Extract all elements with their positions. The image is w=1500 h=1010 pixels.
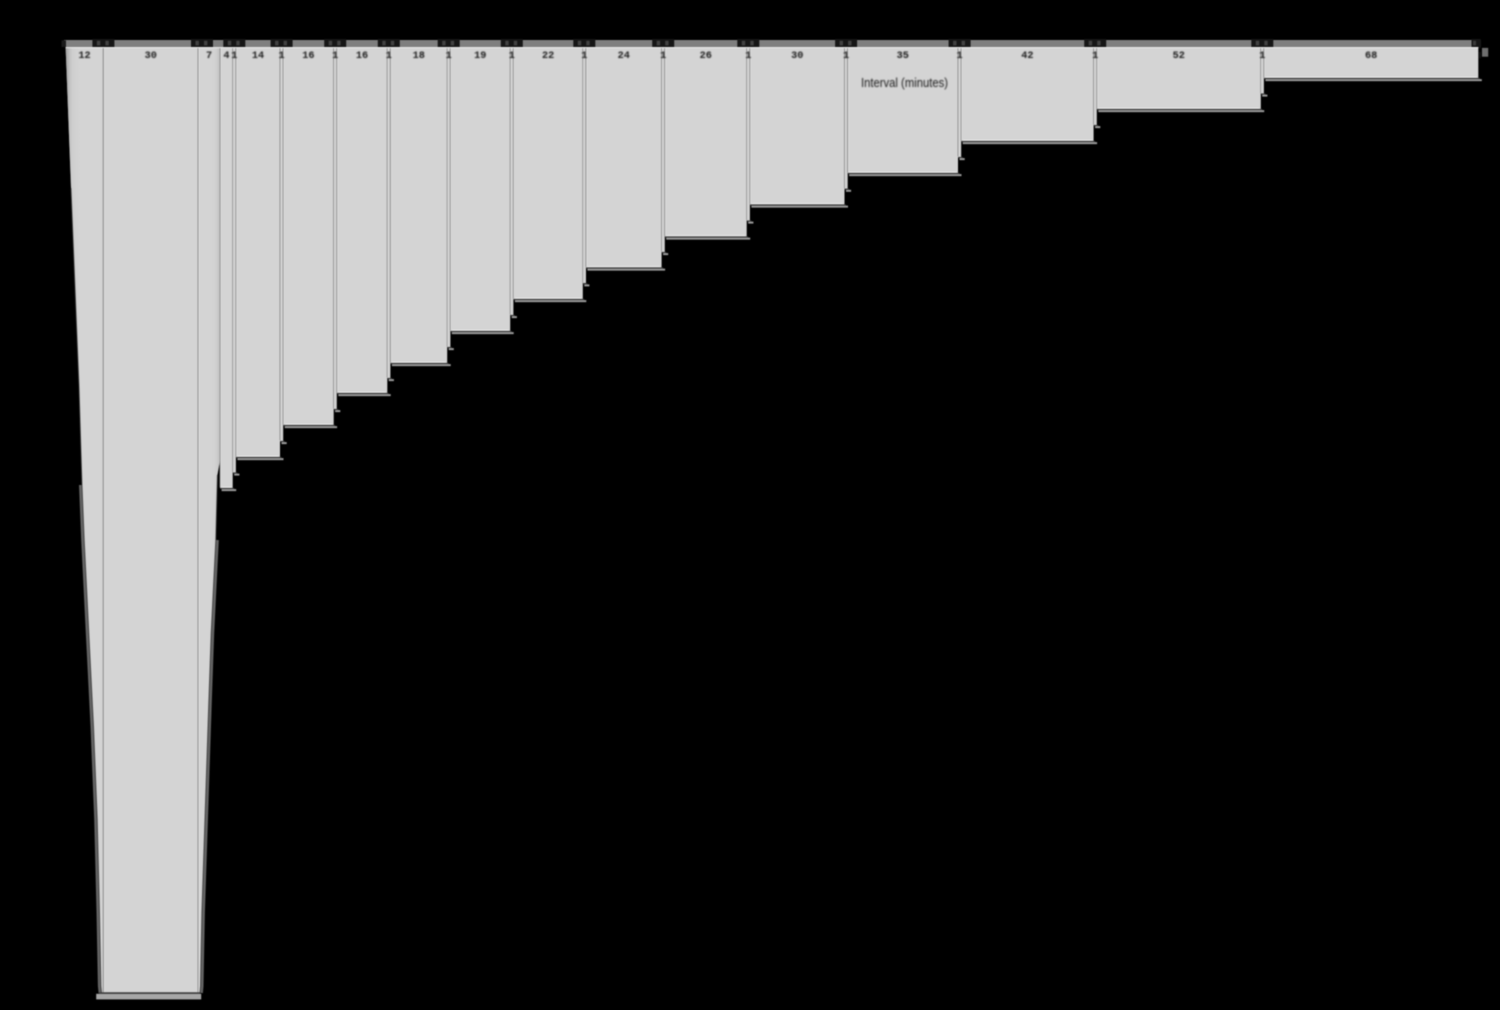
- svg-text:1: 1: [1092, 51, 1098, 62]
- svg-text:68: 68: [1365, 51, 1377, 62]
- svg-text:1: 1: [509, 51, 515, 62]
- svg-text:18: 18: [413, 51, 425, 62]
- svg-text:7: 7: [206, 51, 212, 62]
- svg-text:4: 4: [223, 51, 229, 62]
- svg-text:42: 42: [1021, 51, 1033, 62]
- svg-text:26: 26: [700, 51, 712, 62]
- svg-text:1: 1: [446, 51, 452, 62]
- svg-text:19: 19: [474, 51, 486, 62]
- svg-text:Interval (minutes): Interval (minutes): [861, 75, 948, 90]
- svg-text:1: 1: [279, 51, 285, 62]
- svg-text:1: 1: [745, 51, 751, 62]
- svg-text:1: 1: [843, 51, 849, 62]
- svg-text:1: 1: [386, 51, 392, 62]
- svg-text:52: 52: [1173, 51, 1185, 62]
- svg-text:1: 1: [332, 51, 338, 62]
- svg-text:16: 16: [302, 51, 314, 62]
- svg-text:30: 30: [791, 51, 803, 62]
- svg-text:1: 1: [231, 51, 237, 62]
- svg-text:12: 12: [78, 51, 90, 62]
- svg-text:35: 35: [897, 51, 909, 62]
- svg-text:1: 1: [581, 51, 587, 62]
- svg-text:1: 1: [1259, 51, 1265, 62]
- svg-text:30: 30: [145, 51, 157, 62]
- svg-text:22: 22: [542, 51, 554, 62]
- svg-text:24: 24: [618, 51, 630, 62]
- svg-text:16: 16: [356, 51, 368, 62]
- svg-text:1: 1: [660, 51, 666, 62]
- svg-text:1: 1: [957, 51, 963, 62]
- svg-text:14: 14: [252, 51, 264, 62]
